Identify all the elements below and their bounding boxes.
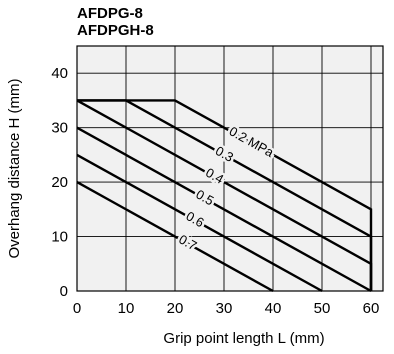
plot-frame xyxy=(76,45,384,292)
plot-area xyxy=(77,46,383,291)
grid-lines xyxy=(77,46,383,291)
x-axis-title: Grip point length L (mm) xyxy=(163,330,324,347)
series-layer xyxy=(76,99,373,293)
y-tick-label: 40 xyxy=(51,65,68,82)
series-line xyxy=(76,181,274,293)
tick-labels: 0 10 20 30 40 50 60 0 10 20 30 40 xyxy=(51,65,379,317)
x-tick-label: 30 xyxy=(216,300,233,317)
y-tick-label: 20 xyxy=(51,174,68,191)
x-tick-label: 40 xyxy=(265,300,282,317)
x-tick-label: 10 xyxy=(118,300,135,317)
x-tick-label: 50 xyxy=(314,300,331,317)
series-line xyxy=(76,126,372,293)
y-tick-label: 10 xyxy=(51,229,68,246)
x-tick-label: 20 xyxy=(167,300,184,317)
x-tick-label: 0 xyxy=(73,300,81,317)
chart-title-line-2: AFDPGH-8 xyxy=(77,22,154,39)
y-tick-label: 0 xyxy=(60,283,68,300)
y-axis-title: Overhang distance H (mm) xyxy=(6,78,23,258)
y-tick-label: 30 xyxy=(51,120,68,137)
series-line xyxy=(76,153,323,293)
chart-title-line-1: AFDPG-8 xyxy=(77,5,143,22)
series-line xyxy=(76,99,373,291)
x-tick-label: 60 xyxy=(363,300,380,317)
